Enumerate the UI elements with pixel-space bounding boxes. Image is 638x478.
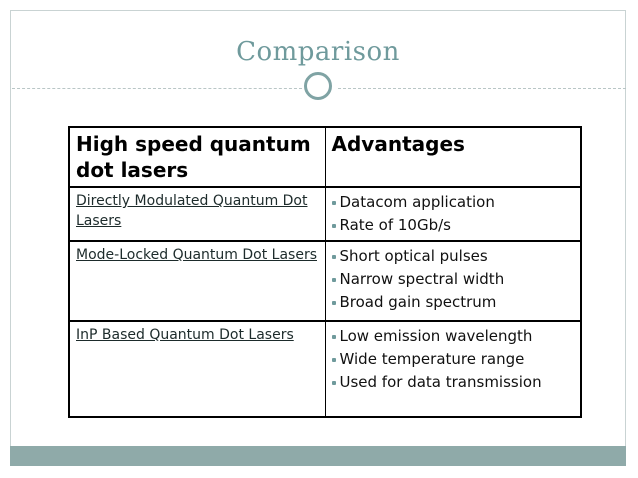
list-item: Narrow spectral width xyxy=(331,268,575,291)
table-row: Mode-Locked Quantum Dot Lasers Short opt… xyxy=(68,240,582,322)
circle-ornament-icon xyxy=(304,72,332,100)
title-divider-right xyxy=(338,88,626,89)
list-item: Wide temperature range xyxy=(331,348,575,371)
list-item: Broad gain spectrum xyxy=(331,291,575,314)
footer-accent-bar xyxy=(10,446,626,466)
advantages-list: Short optical pulses Narrow spectral wid… xyxy=(331,245,575,314)
header-advantages: Advantages xyxy=(324,126,582,188)
laser-type-link[interactable]: InP Based Quantum Dot Lasers xyxy=(68,320,326,418)
advantages-list: Low emission wavelength Wide temperature… xyxy=(331,325,575,394)
title-divider-left xyxy=(12,88,302,89)
list-item: Low emission wavelength xyxy=(331,325,575,348)
list-item: Short optical pulses xyxy=(331,245,575,268)
advantages-cell: Short optical pulses Narrow spectral wid… xyxy=(324,240,582,322)
list-item: Datacom application xyxy=(331,191,575,214)
list-item: Rate of 10Gb/s xyxy=(331,214,575,237)
list-item: Used for data transmission xyxy=(331,371,575,394)
comparison-table: High speed quantum dot lasers Advantages… xyxy=(68,126,582,418)
advantages-cell: Low emission wavelength Wide temperature… xyxy=(324,320,582,418)
table-row: Directly Modulated Quantum Dot Lasers Da… xyxy=(68,186,582,242)
table-row: InP Based Quantum Dot Lasers Low emissio… xyxy=(68,320,582,418)
laser-type-link[interactable]: Directly Modulated Quantum Dot Lasers xyxy=(68,186,326,242)
advantages-cell: Datacom application Rate of 10Gb/s xyxy=(324,186,582,242)
header-lasers: High speed quantum dot lasers xyxy=(68,126,326,188)
laser-type-link[interactable]: Mode-Locked Quantum Dot Lasers xyxy=(68,240,326,322)
slide-title: Comparison xyxy=(236,37,400,67)
advantages-list: Datacom application Rate of 10Gb/s xyxy=(331,191,575,237)
